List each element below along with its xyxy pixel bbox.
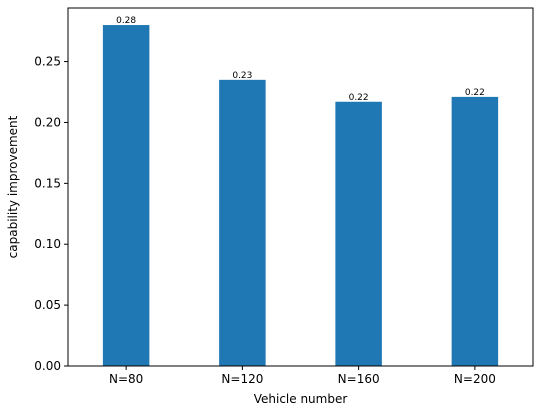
plot-area: 0.28 0.23 0.22 0.22 0.00 0.05 0.10 0.15 0.20 0.25… — [34, 7, 534, 386]
data-label-2: 0.22 — [349, 93, 369, 103]
y-tick-label-4: 0.20 — [34, 115, 61, 129]
data-label-0: 0.28 — [116, 16, 136, 26]
data-label-1: 0.23 — [232, 71, 252, 81]
x-tick-label-2: N=160 — [338, 372, 380, 386]
x-axis-title: Vehicle number — [254, 392, 348, 406]
data-label-3: 0.22 — [465, 88, 485, 98]
y-tick-label-0: 0.00 — [34, 359, 61, 373]
y-tick-label-3: 0.15 — [34, 176, 61, 190]
y-tick-label-1: 0.05 — [34, 298, 61, 312]
x-tick-label-3: N=200 — [454, 372, 496, 386]
bar-1 — [219, 79, 266, 366]
bar-0 — [102, 25, 150, 367]
bar-3 — [451, 96, 499, 366]
y-tick-label-5: 0.25 — [34, 55, 61, 69]
axes-frame — [67, 7, 534, 367]
bar-2 — [335, 101, 382, 366]
y-axis-title: capability improvement — [6, 115, 20, 258]
y-tick-label-2: 0.10 — [34, 237, 61, 251]
x-tick-label-0: N=80 — [109, 372, 143, 386]
x-tick-label-1: N=120 — [221, 372, 263, 386]
